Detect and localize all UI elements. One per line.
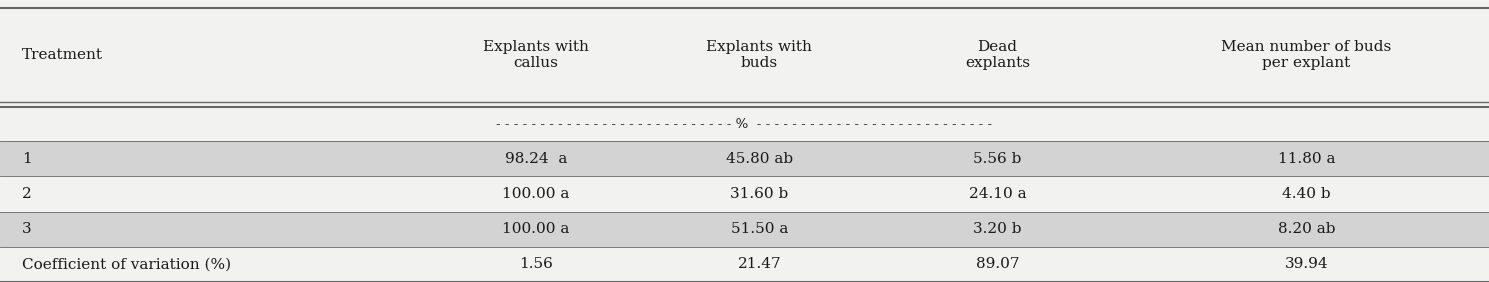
Text: Explants with
callus: Explants with callus bbox=[482, 40, 590, 70]
Text: 24.10 a: 24.10 a bbox=[969, 187, 1026, 201]
Text: 3.20 b: 3.20 b bbox=[974, 222, 1021, 236]
Bar bbox=[0, 212, 1489, 247]
Text: 39.94: 39.94 bbox=[1285, 257, 1328, 271]
Text: 1: 1 bbox=[22, 152, 33, 166]
Text: 11.80 a: 11.80 a bbox=[1278, 152, 1336, 166]
Text: 3: 3 bbox=[22, 222, 31, 236]
Text: Treatment: Treatment bbox=[22, 48, 103, 62]
Text: 5.56 b: 5.56 b bbox=[974, 152, 1021, 166]
Text: 31.60 b: 31.60 b bbox=[730, 187, 789, 201]
Text: 4.40 b: 4.40 b bbox=[1282, 187, 1331, 201]
Text: 45.80 ab: 45.80 ab bbox=[725, 152, 794, 166]
Text: Mean number of buds
per explant: Mean number of buds per explant bbox=[1221, 40, 1392, 70]
Text: Dead
explants: Dead explants bbox=[965, 40, 1030, 70]
Text: Explants with
buds: Explants with buds bbox=[706, 40, 813, 70]
Text: 8.20 ab: 8.20 ab bbox=[1278, 222, 1336, 236]
Text: - - - - - - - - - - - - - - - - - - - - - - - - - - - %  - - - - - - - - - - - -: - - - - - - - - - - - - - - - - - - - - … bbox=[496, 118, 993, 131]
Text: Coefficient of variation (%): Coefficient of variation (%) bbox=[22, 257, 231, 271]
Text: 89.07: 89.07 bbox=[975, 257, 1020, 271]
Text: 1.56: 1.56 bbox=[520, 257, 552, 271]
Text: 98.24  a: 98.24 a bbox=[505, 152, 567, 166]
Bar bbox=[0, 141, 1489, 176]
Text: 21.47: 21.47 bbox=[737, 257, 782, 271]
Text: 100.00 a: 100.00 a bbox=[502, 187, 570, 201]
Text: 100.00 a: 100.00 a bbox=[502, 222, 570, 236]
Text: 51.50 a: 51.50 a bbox=[731, 222, 788, 236]
Text: 2: 2 bbox=[22, 187, 33, 201]
